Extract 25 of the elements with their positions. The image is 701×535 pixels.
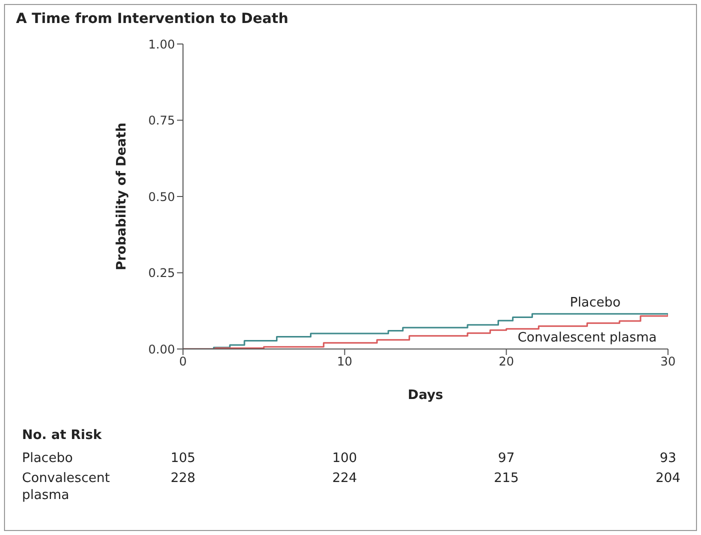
text: 100 bbox=[332, 450, 358, 467]
series-label: Placebo bbox=[570, 296, 621, 311]
text: 224 bbox=[332, 470, 358, 487]
x-tick-label: 0 bbox=[179, 354, 187, 369]
text: 105 bbox=[170, 450, 196, 467]
y-axis-title: Probability of Death bbox=[114, 122, 130, 270]
text: 93 bbox=[660, 450, 676, 467]
chart-title: A Time from Intervention to Death bbox=[16, 11, 288, 27]
text: No. at Risk bbox=[22, 428, 102, 443]
text: Placebo bbox=[22, 450, 74, 467]
text: 215 bbox=[494, 470, 519, 487]
x-tick-label: 10 bbox=[337, 354, 352, 369]
x-tick-label: 30 bbox=[660, 354, 676, 369]
y-tick-label: 0.50 bbox=[148, 190, 175, 204]
text: 97 bbox=[498, 450, 515, 467]
x-axis-title: Days bbox=[408, 388, 444, 403]
y-tick-label: 0.75 bbox=[148, 114, 175, 128]
y-tick-label: 1.00 bbox=[148, 37, 175, 52]
text: 228 bbox=[170, 470, 196, 487]
series-label: Convalescent plasma bbox=[518, 330, 657, 346]
text: Convalescent plasma bbox=[22, 470, 111, 504]
x-tick-label: 20 bbox=[498, 354, 514, 369]
y-tick-label: 0.00 bbox=[148, 342, 175, 356]
text: 204 bbox=[656, 470, 680, 487]
y-tick-label: 0.25 bbox=[148, 266, 175, 280]
